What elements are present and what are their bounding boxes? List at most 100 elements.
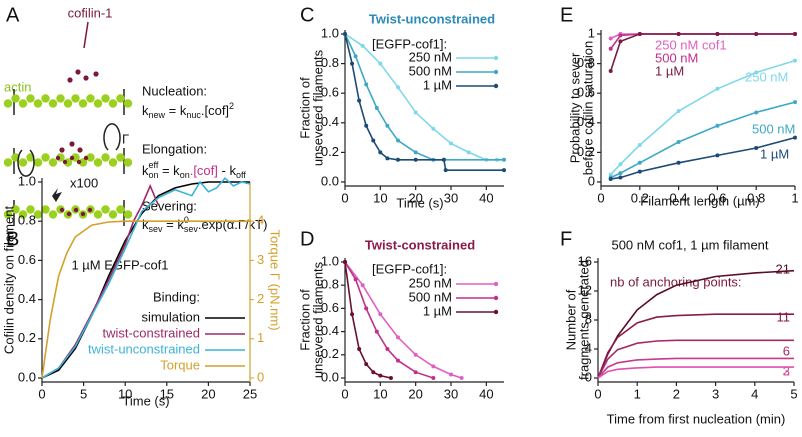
point (637, 160, 642, 165)
actin (123, 158, 133, 167)
series-line (41, 220, 250, 379)
actin (116, 153, 125, 162)
cofilin (69, 141, 75, 147)
y-tick-label: 0.8 (18, 213, 36, 228)
x-tick-label: 0.2 (631, 190, 649, 205)
point (396, 358, 400, 363)
nucleation-formula: knew = knuc.[cof]2 (142, 101, 234, 120)
y-tick-label: 1 (588, 25, 595, 40)
point (676, 32, 681, 36)
point (502, 157, 506, 162)
actin-label: actin (4, 79, 31, 94)
actin (33, 158, 43, 167)
f: - k (218, 163, 237, 178)
f: 2 (229, 101, 234, 111)
actin (63, 99, 73, 108)
point (608, 177, 613, 182)
f: .[cof] (201, 103, 229, 118)
elongation-formula: koneff = kon.[cof] - koff (142, 160, 246, 180)
point (364, 123, 369, 128)
actin (33, 99, 43, 108)
legend-label: simulation (141, 309, 200, 324)
legend-marker (493, 295, 499, 301)
cofilin (83, 75, 89, 81)
actin (108, 99, 118, 108)
point (608, 69, 613, 73)
point (413, 352, 418, 357)
series-label: 500 nM (752, 121, 795, 136)
cofilin (66, 211, 72, 217)
series-label: 11 (777, 309, 791, 324)
y-label: Fraction of (297, 77, 312, 139)
actin (93, 158, 103, 167)
y-tick-label: 0.8 (577, 55, 595, 70)
f: k (142, 217, 149, 232)
torque-symbol: Γ (122, 131, 129, 146)
point (388, 376, 393, 380)
y2-tick-label: 2 (257, 291, 264, 306)
actin (11, 94, 20, 103)
y-tick-label: 0.8 (321, 55, 339, 70)
point (676, 108, 681, 113)
x-tick-label: 0.4 (670, 190, 688, 205)
panel-label: B (6, 228, 19, 250)
point (371, 138, 376, 143)
cofilin (76, 159, 82, 165)
point (413, 150, 418, 155)
x-tick-label: 10 (373, 386, 387, 401)
f: .[cof] (190, 163, 218, 178)
f: on (180, 170, 190, 180)
x-tick-label: 10 (373, 190, 387, 205)
y-tick-label: 8 (585, 311, 592, 326)
y-tick-label: 0.8 (321, 277, 339, 292)
actin (18, 210, 28, 219)
point (793, 135, 797, 140)
point (754, 110, 759, 115)
actin (33, 210, 43, 219)
f: 0 (184, 215, 189, 225)
y-tick-label: 0.4 (18, 291, 36, 306)
actin (101, 153, 110, 162)
point (618, 175, 623, 180)
point (502, 168, 506, 173)
y-tick-label: 0.6 (18, 252, 36, 267)
chart-1: 0 10 20 30 40 0.0 0.2 0.4 0.6 0.8 1.0 Twist-unconst… (297, 11, 506, 210)
nucleation-title: Nucleation: (142, 83, 207, 98)
point (396, 85, 400, 90)
actin (123, 210, 133, 219)
y-label: unsevered filaments (310, 49, 325, 166)
f: sev (184, 224, 199, 234)
series-line (344, 261, 434, 379)
y-tick-label: 0.4 (577, 114, 595, 129)
point (618, 171, 623, 176)
series-line (597, 357, 794, 379)
series-label: 250 nM cof1 (655, 37, 727, 52)
y-tick-label: 0.4 (321, 114, 339, 129)
panel-label: D (300, 228, 314, 250)
point (413, 157, 418, 162)
legend-label: 250 nM (409, 49, 452, 64)
point (459, 376, 464, 380)
x-tick-label: 20 (201, 386, 215, 401)
actin (26, 94, 35, 103)
point (357, 347, 362, 351)
cofilin (83, 155, 89, 161)
point (431, 376, 436, 380)
legend-label: twist-constrained (102, 325, 200, 340)
y-tick-label: 0.0 (18, 369, 36, 384)
y-tick-label: 1.0 (18, 173, 36, 188)
point (637, 169, 642, 174)
y-tick-label: 4 (585, 340, 592, 355)
x-label: Filament length (µm) (640, 193, 759, 208)
filaments (3, 69, 133, 226)
elongation-title: Elongation: (142, 141, 207, 156)
arrow (83, 21, 89, 49)
severing-formula: ksev = k0 sev.exp(α.Γ/kT) (142, 215, 267, 234)
legend-marker (493, 69, 499, 75)
legend-label: twist-unconstrained (88, 341, 200, 356)
y-label: fragments generated (576, 260, 591, 380)
actin (78, 158, 88, 167)
point (676, 160, 681, 165)
x-tick-label: 0 (341, 190, 348, 205)
